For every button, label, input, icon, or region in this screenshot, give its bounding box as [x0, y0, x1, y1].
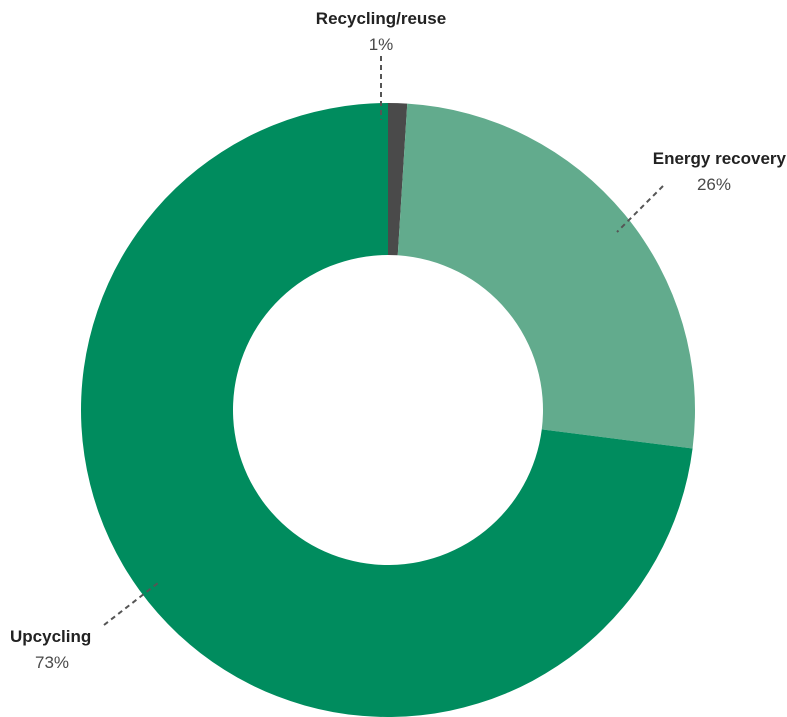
leader-line-energy-recovery	[616, 185, 664, 233]
label-name-recycling-reuse: Recycling/reuse	[316, 9, 446, 28]
label-name-upcycling: Upcycling	[10, 627, 91, 646]
slices	[81, 103, 695, 717]
leader-line-upcycling	[103, 582, 159, 626]
slice-upcycling	[81, 103, 693, 717]
label-value-recycling-reuse: 1%	[369, 35, 394, 54]
leader-lines	[103, 56, 664, 626]
label-value-upcycling: 73%	[35, 653, 69, 672]
slice-recycling-reuse	[388, 103, 408, 256]
label-value-energy-recovery: 26%	[697, 175, 731, 194]
label-name-energy-recovery: Energy recovery	[653, 149, 787, 168]
slice-labels: Recycling/reuse 1% Energy recovery 26% Upcyc…	[10, 9, 787, 672]
slice-energy-recovery	[397, 103, 695, 449]
